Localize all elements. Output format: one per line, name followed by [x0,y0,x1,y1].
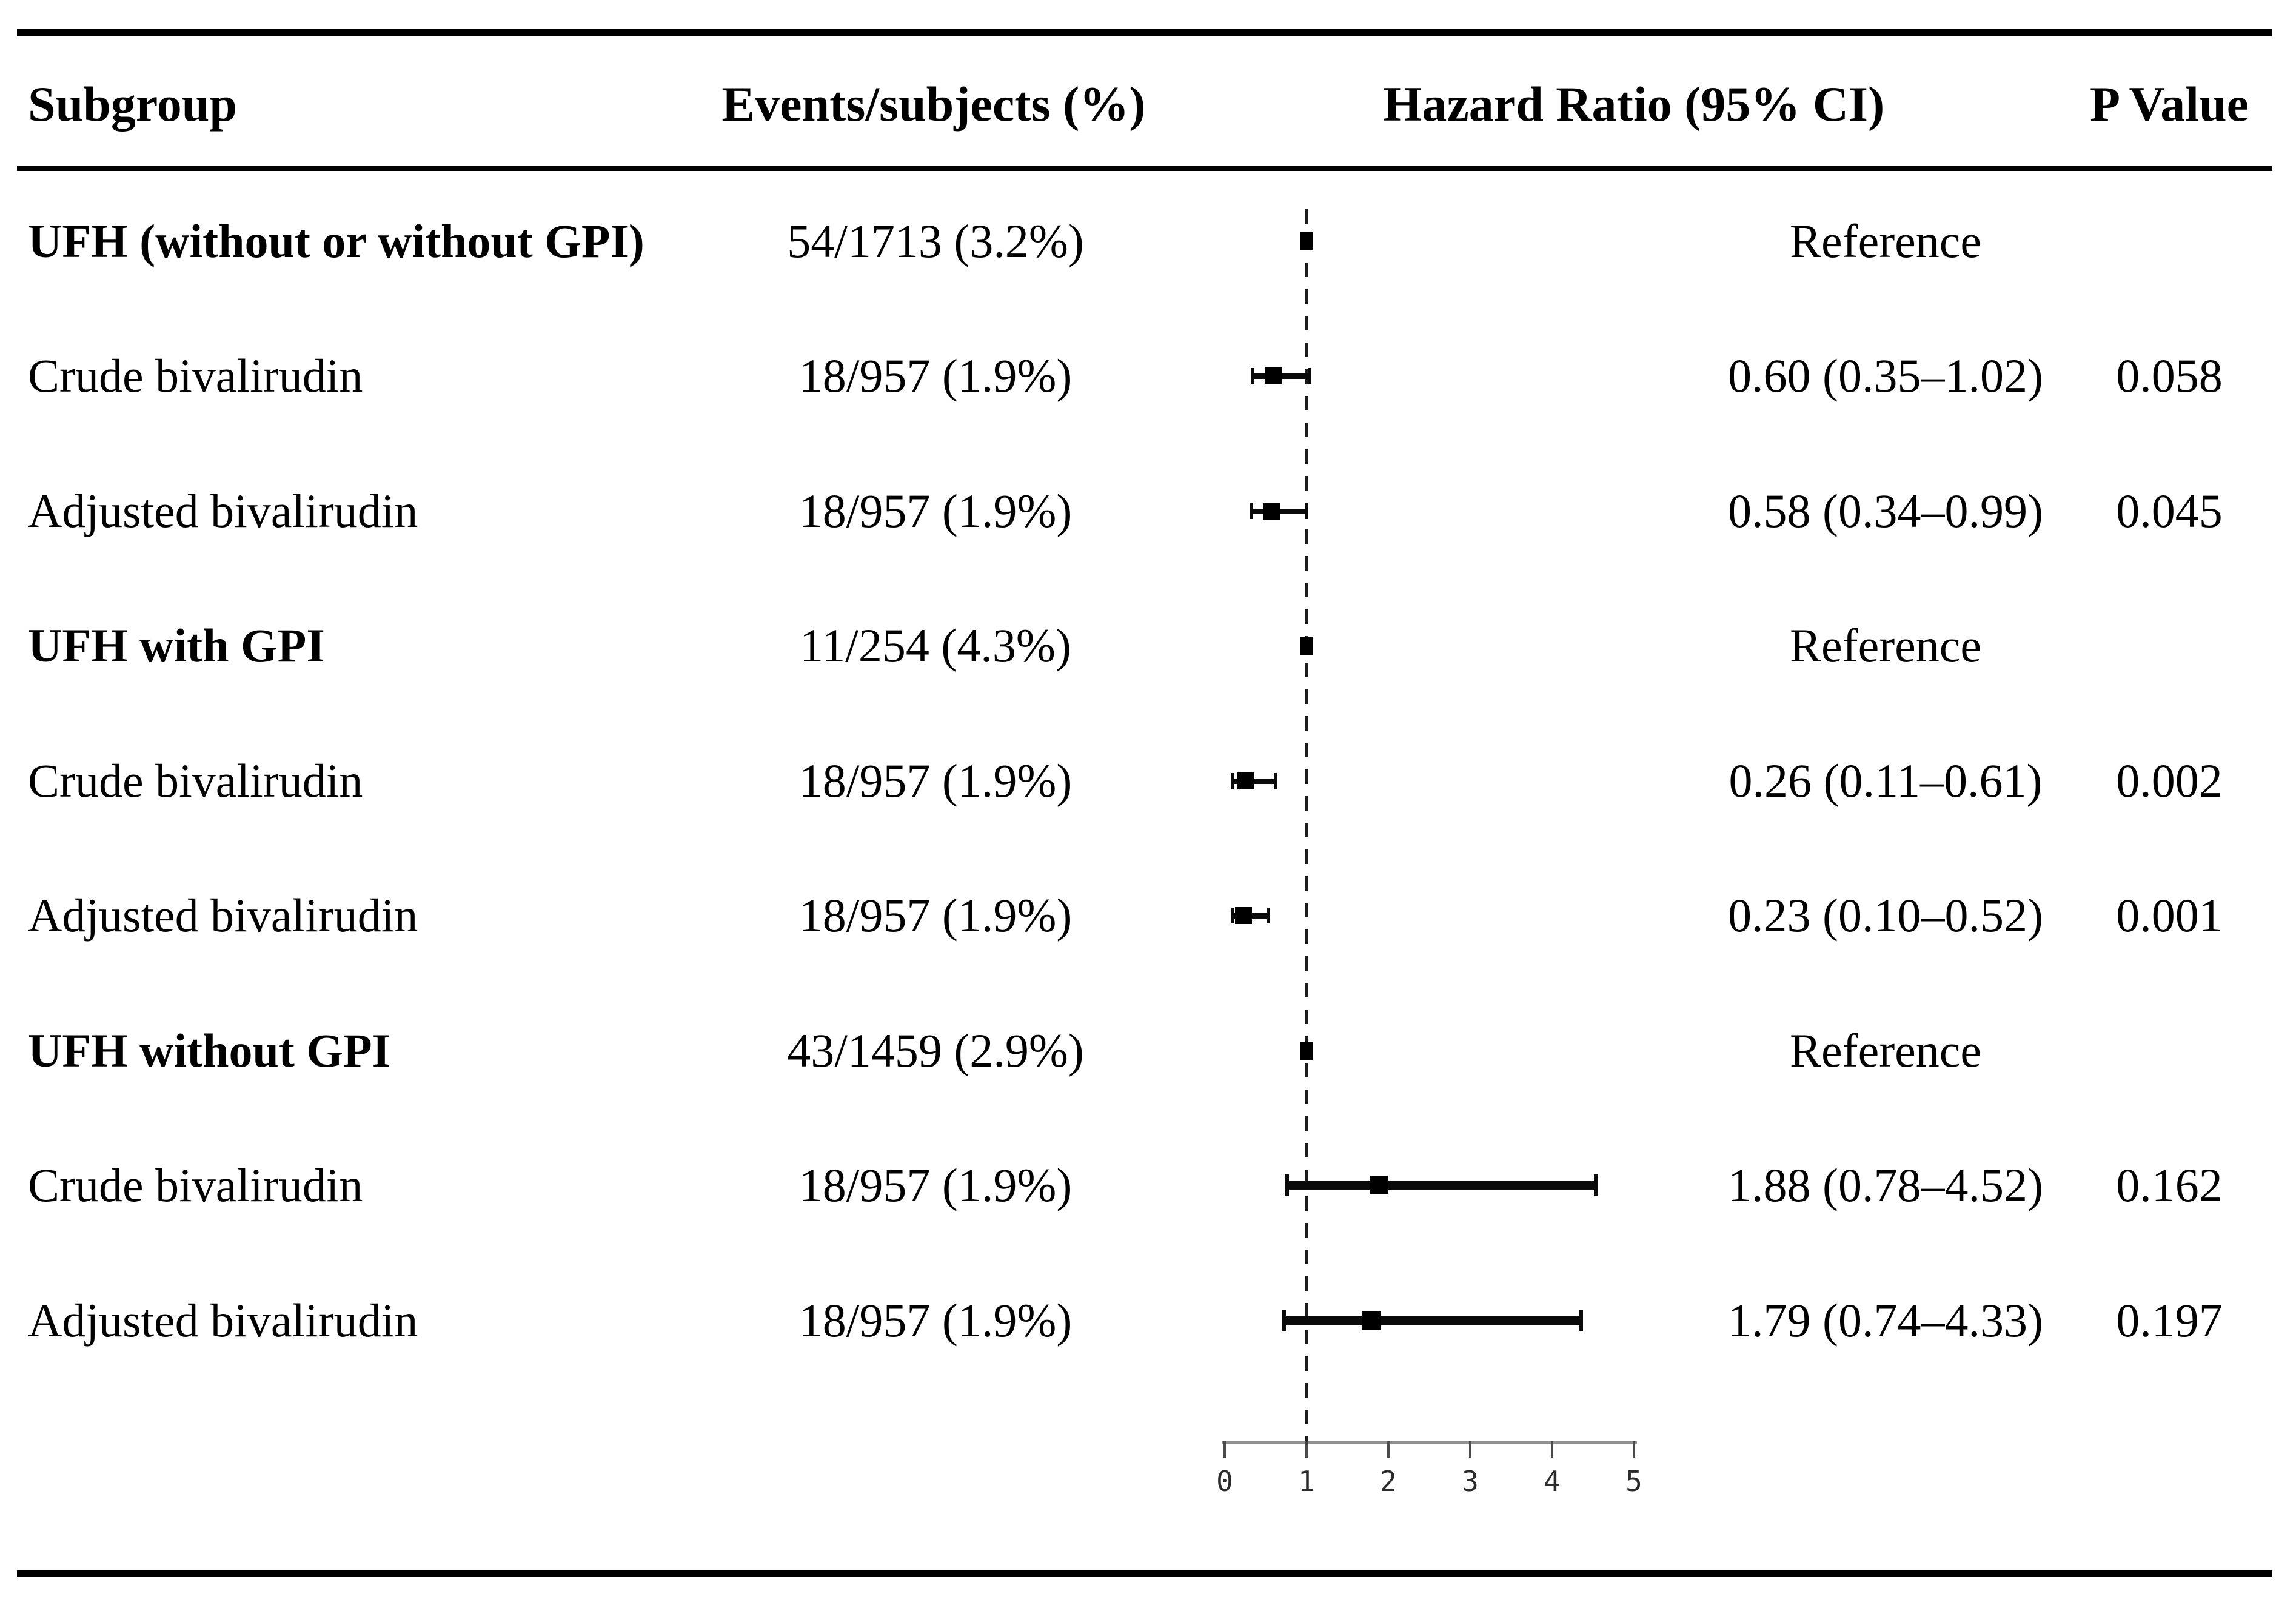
events-value: 11/254 (4.3%) [800,619,1071,672]
events-value: 54/1713 (3.2%) [787,215,1084,267]
axis-tick-label: 3 [1462,1465,1479,1498]
axis-tick [1551,1441,1553,1458]
ci-cap-right [1307,368,1311,384]
hazard-ratio-value: 1.88 (0.78–4.52) [1728,1159,2043,1211]
axis-tick [1633,1441,1635,1458]
column-header-hazard-ratio: Hazard Ratio (95% CI) [1383,76,1885,132]
events-value: 18/957 (1.9%) [798,1294,1073,1347]
ci-cap-left [1281,1310,1286,1331]
events-value: 18/957 (1.9%) [798,1159,1073,1211]
axis-tick-label: 2 [1380,1465,1397,1498]
ci-cap-left [1250,503,1253,519]
events-value: 18/957 (1.9%) [798,889,1073,942]
forest-marker-square [1263,503,1281,520]
column-header-subgroup: Subgroup [28,76,237,132]
axis-tick-label: 4 [1544,1465,1561,1498]
axis-tick-label: 5 [1625,1465,1642,1498]
axis-tick [1469,1441,1471,1458]
axis-tick [1387,1441,1390,1458]
hazard-ratio-value: Reference [1789,215,1982,267]
axis-tick-label: 0 [1216,1465,1233,1498]
p-value: 0.001 [2116,889,2223,942]
ci-line [1285,1316,1579,1325]
reference-marker-square [1300,637,1313,655]
hazard-ratio-value: Reference [1789,619,1982,672]
hazard-ratio-value: 0.23 (0.10–0.52) [1728,889,2043,942]
header-rule [17,166,2272,171]
ci-cap-left [1230,908,1234,923]
p-value: 0.058 [2116,349,2223,402]
forest-marker-square [1369,1176,1388,1194]
ci-cap-left [1251,368,1254,384]
forest-marker-square [1237,772,1255,789]
ci-cap-left [1231,773,1234,789]
column-header-p-value: P Value [2089,76,2249,132]
hazard-ratio-value: Reference [1789,1024,1982,1077]
ci-cap-left [1285,1174,1290,1196]
events-value: 18/957 (1.9%) [798,754,1073,807]
subgroup-label: Crude bivalirudin [28,1159,363,1211]
subgroup-label: Adjusted bivalirudin [28,1294,418,1347]
reference-marker-square [1300,1042,1313,1060]
hazard-ratio-value: 0.60 (0.35–1.02) [1728,349,2043,402]
axis-tick-label: 1 [1298,1465,1315,1498]
p-value: 0.045 [2116,484,2223,537]
axis-tick [1223,1441,1226,1458]
column-header-events: Events/subjects (%) [721,76,1146,132]
reference-marker-square [1300,232,1313,250]
events-value: 18/957 (1.9%) [798,484,1073,537]
subgroup-label: Crude bivalirudin [28,754,363,807]
subgroup-label: UFH (without or without GPI) [28,215,644,267]
ci-cap-right [1274,773,1277,789]
subgroup-label: Crude bivalirudin [28,349,363,402]
ci-cap-right [1594,1174,1599,1196]
bottom-rule [17,1570,2272,1577]
ci-cap-right [1267,908,1270,923]
ci-cap-right [1578,1310,1583,1331]
hazard-ratio-value: 0.58 (0.34–0.99) [1728,484,2043,537]
hazard-ratio-value: 0.26 (0.11–0.61) [1729,754,2043,807]
events-value: 18/957 (1.9%) [798,349,1073,402]
ci-cap-right [1305,503,1308,519]
p-value: 0.197 [2116,1294,2223,1347]
p-value: 0.002 [2116,754,2223,807]
forest-marker-square [1362,1311,1381,1330]
forest-marker-square [1235,907,1253,924]
axis-tick [1305,1441,1308,1458]
p-value: 0.162 [2116,1159,2223,1211]
reference-line [1305,209,1308,1442]
events-value: 43/1459 (2.9%) [787,1024,1084,1077]
subgroup-label: Adjusted bivalirudin [28,484,418,537]
top-rule [17,29,2272,36]
x-axis-line [1222,1441,1637,1444]
subgroup-label: UFH without GPI [28,1024,391,1077]
ci-line [1288,1181,1595,1190]
subgroup-label: UFH with GPI [28,619,325,672]
forest-marker-square [1265,367,1282,384]
subgroup-label: Adjusted bivalirudin [28,889,418,942]
hazard-ratio-value: 1.79 (0.74–4.33) [1728,1294,2043,1347]
